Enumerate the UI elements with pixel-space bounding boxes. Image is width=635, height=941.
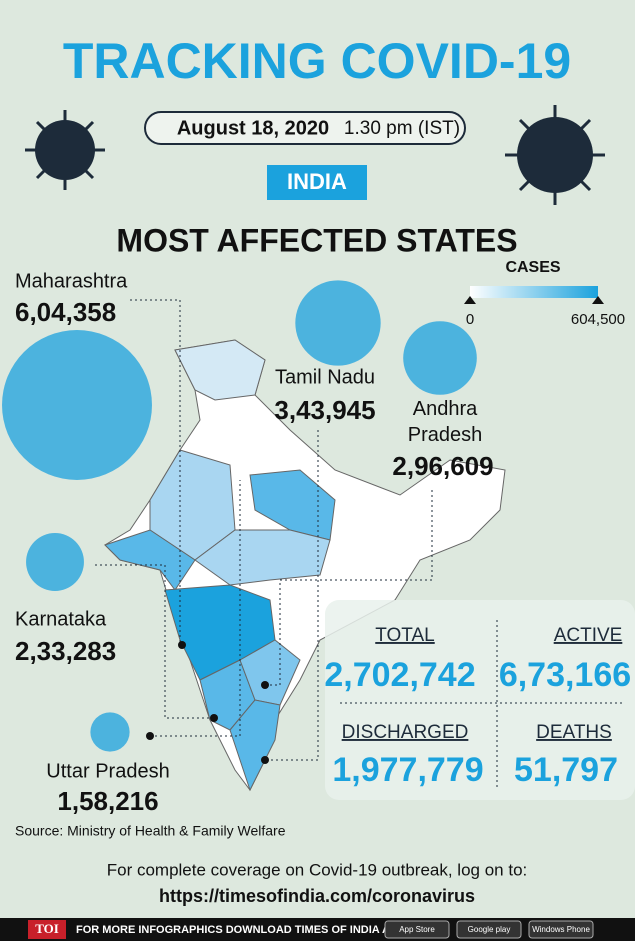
- state-name: Andhra Pradesh: [408, 398, 483, 446]
- state-cases: 2,96,609: [392, 451, 493, 481]
- leader-dot: [261, 681, 269, 689]
- store-badge: [456, 920, 522, 939]
- subtitle: MOST AFFECTED STATES: [116, 222, 517, 258]
- india-map: [104, 339, 506, 792]
- leader-dot: [146, 732, 154, 740]
- date-pill: [144, 111, 466, 145]
- country: INDIA: [287, 169, 347, 194]
- legend-min: 0: [466, 311, 474, 328]
- stat-label: ACTIVE: [554, 625, 623, 646]
- leader-dot: [178, 641, 186, 649]
- stat-label: TOTAL: [375, 625, 434, 646]
- store-badge: [528, 920, 594, 939]
- legend-max: 604,500: [571, 311, 625, 328]
- stats-panel: [325, 600, 635, 800]
- legend-scale: [470, 286, 598, 298]
- store-badge-label: App Store: [399, 925, 435, 934]
- state-cases: 2,33,283: [15, 636, 116, 666]
- stat-value: 2,702,742: [324, 656, 475, 694]
- bubble: [2, 330, 152, 480]
- logo-box: [28, 920, 66, 939]
- state-cases: 6,04,358: [15, 297, 116, 327]
- bubble: [90, 712, 130, 752]
- stat-value: 51,797: [514, 751, 618, 789]
- legend-title: CASES: [505, 259, 560, 276]
- country-box: [267, 165, 367, 200]
- stat-label: DEATHS: [536, 722, 612, 743]
- footer-note: For complete coverage on Covid-19 outbre…: [107, 860, 528, 879]
- banner-text: FOR MORE INFOGRAPHICS DOWNLOAD TIMES OF …: [76, 924, 405, 936]
- legend-tick: [464, 296, 476, 304]
- virus-icon: [25, 105, 605, 205]
- leader-line: [265, 490, 433, 686]
- leader-line: [130, 299, 181, 645]
- leader-line: [150, 480, 241, 737]
- leader-dot: [210, 714, 218, 722]
- state-cases: 1,58,216: [57, 786, 158, 816]
- title: TRACKING COVID-19: [63, 33, 571, 89]
- state-name: Karnataka: [15, 608, 107, 630]
- leader-line: [265, 430, 319, 761]
- store-badge: [384, 920, 450, 939]
- bubble: [295, 280, 381, 366]
- store-badge-label: Windows Phone: [532, 925, 590, 934]
- logo: TOI: [35, 921, 59, 936]
- source: Source: Ministry of Health & Family Welf…: [15, 823, 286, 839]
- bubble: [403, 321, 477, 395]
- stat-label: DISCHARGED: [342, 722, 469, 743]
- leader-dot: [261, 756, 269, 764]
- footer-url: https://timesofindia.com/coronavirus: [159, 886, 475, 906]
- legend-tick: [592, 296, 604, 304]
- state-cases: 3,43,945: [274, 395, 375, 425]
- stat-value: 1,977,779: [332, 751, 483, 789]
- date: August 18, 2020: [177, 117, 329, 139]
- state-name: Tamil Nadu: [275, 366, 375, 388]
- time: 1.30 pm (IST): [344, 118, 460, 139]
- leader-line: [95, 564, 214, 719]
- state-name: Uttar Pradesh: [46, 760, 169, 782]
- store-badge-label: Google play: [468, 925, 511, 934]
- state-name: Maharashtra: [15, 270, 128, 292]
- bubble: [26, 533, 84, 591]
- stat-value: 6,73,166: [499, 656, 631, 694]
